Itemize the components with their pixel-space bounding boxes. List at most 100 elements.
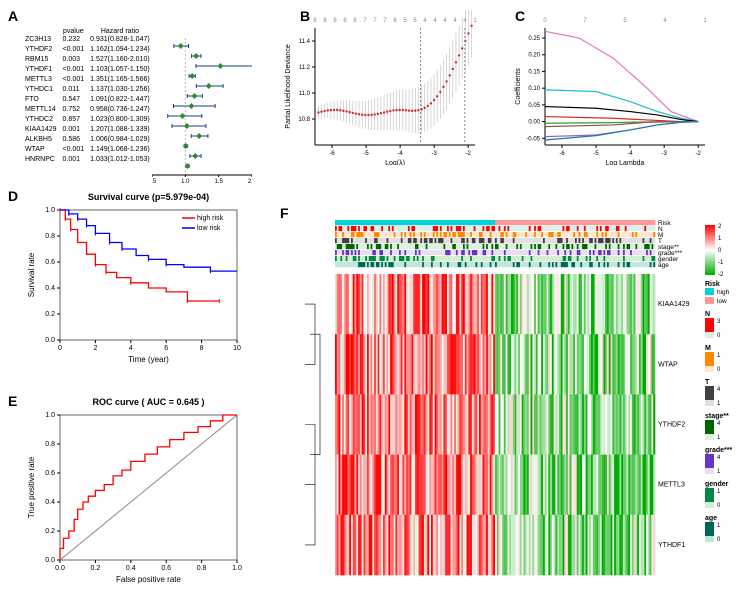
svg-text:high: high	[717, 289, 730, 296]
svg-text:0.2: 0.2	[45, 528, 55, 535]
svg-text:Survival rate: Survival rate	[27, 252, 36, 297]
svg-text:-4: -4	[397, 151, 403, 157]
svg-text:7: 7	[363, 18, 367, 24]
svg-text:0: 0	[717, 333, 721, 339]
svg-text:1: 1	[717, 469, 721, 475]
svg-text:4: 4	[717, 455, 721, 461]
svg-text:-5: -5	[593, 151, 599, 157]
svg-text:YTHDF2: YTHDF2	[658, 422, 685, 429]
col-gene	[22, 28, 60, 35]
svg-text:low: low	[717, 298, 727, 305]
svg-text:-1: -1	[718, 260, 724, 266]
svg-text:Log(λ): Log(λ)	[385, 160, 405, 165]
forest-markers: 0.51.01.52.0Hazard ratio	[152, 38, 252, 183]
svg-text:YTHDF1: YTHDF1	[658, 542, 685, 549]
svg-text:1.5: 1.5	[214, 179, 223, 183]
svg-text:1.0: 1.0	[232, 565, 242, 572]
panel-e-label: E	[8, 393, 17, 409]
svg-text:0.4: 0.4	[45, 285, 55, 292]
col-pvalue: pvalue	[60, 28, 88, 35]
svg-text:0.20: 0.20	[528, 53, 540, 59]
svg-text:4: 4	[663, 18, 667, 24]
svg-text:True positive rate: True positive rate	[27, 456, 36, 518]
svg-text:6: 6	[393, 18, 397, 24]
svg-text:1: 1	[703, 18, 707, 24]
panel-d-label: D	[8, 188, 18, 204]
svg-text:KIAA1429: KIAA1429	[658, 301, 690, 308]
svg-text:0.15: 0.15	[528, 69, 540, 75]
svg-text:0.5: 0.5	[152, 179, 157, 183]
svg-text:0: 0	[543, 18, 547, 24]
svg-text:4: 4	[453, 18, 457, 24]
svg-text:M: M	[705, 345, 711, 352]
svg-text:0.25: 0.25	[528, 36, 540, 42]
svg-text:1: 1	[717, 401, 721, 407]
svg-text:1.0: 1.0	[181, 179, 190, 183]
svg-text:age: age	[705, 515, 717, 522]
svg-text:7: 7	[383, 18, 387, 24]
svg-text:11.2: 11.2	[299, 65, 311, 71]
svg-text:4: 4	[433, 18, 437, 24]
panel-a-label: A	[8, 8, 18, 24]
svg-text:N: N	[705, 311, 710, 318]
svg-text:7: 7	[373, 18, 377, 24]
svg-text:-3: -3	[431, 151, 437, 157]
svg-text:0.8: 0.8	[45, 233, 55, 240]
svg-text:0.4: 0.4	[45, 499, 55, 506]
svg-text:-2: -2	[696, 151, 702, 157]
svg-text:0.8: 0.8	[197, 565, 207, 572]
svg-text:-3: -3	[661, 151, 667, 157]
svg-text:5: 5	[403, 18, 407, 24]
svg-text:11.4: 11.4	[299, 39, 311, 45]
svg-text:Partial Likelihood Deviance: Partial Likelihood Deviance	[285, 44, 292, 129]
svg-text:10.8: 10.8	[298, 117, 310, 123]
svg-text:Coefficients: Coefficients	[515, 68, 522, 105]
svg-text:0.05: 0.05	[528, 103, 540, 109]
svg-text:-0.05: -0.05	[526, 136, 540, 142]
survival-plot: Survival curve (p=5.979e-04)02468100.00.…	[22, 190, 247, 365]
forest-plot: pvalue Hazard ratio ZC3H130.2320.931(0.8…	[22, 28, 252, 178]
panel-f-label: F	[280, 205, 289, 221]
svg-text:1: 1	[473, 18, 477, 24]
svg-text:1.0: 1.0	[45, 207, 55, 214]
svg-text:8: 8	[353, 18, 357, 24]
svg-text:8: 8	[343, 18, 347, 24]
svg-text:0.0: 0.0	[55, 565, 65, 572]
svg-text:Time (year): Time (year)	[128, 355, 169, 364]
svg-text:Risk: Risk	[705, 281, 720, 288]
svg-text:Survival curve (p=5.979e-04): Survival curve (p=5.979e-04)	[88, 192, 209, 202]
svg-text:1: 1	[717, 489, 721, 495]
svg-text:11.0: 11.0	[299, 91, 311, 97]
svg-text:1: 1	[717, 435, 721, 441]
svg-text:8: 8	[313, 18, 317, 24]
svg-text:4: 4	[443, 18, 447, 24]
svg-text:T: T	[705, 379, 710, 386]
lasso-deviance-plot: 88888777655444441-6-5-4-3-210.811.011.21…	[280, 10, 480, 165]
svg-text:1: 1	[717, 523, 721, 529]
heatmap: RiskNMTstage**grade***genderageKIAA1429W…	[295, 215, 743, 590]
svg-text:8: 8	[200, 345, 204, 352]
svg-text:4: 4	[423, 18, 427, 24]
svg-text:METTL3: METTL3	[658, 482, 685, 489]
svg-text:7: 7	[583, 18, 587, 24]
svg-text:0.0: 0.0	[45, 337, 55, 344]
svg-text:0: 0	[58, 345, 62, 352]
svg-text:4: 4	[717, 421, 721, 427]
svg-text:4: 4	[717, 387, 721, 393]
svg-text:grade***: grade***	[705, 447, 733, 454]
svg-text:0: 0	[717, 537, 721, 543]
svg-text:-6: -6	[329, 151, 335, 157]
svg-text:10: 10	[233, 345, 241, 352]
forest-table: pvalue Hazard ratio ZC3H130.2320.931(0.8…	[22, 28, 153, 165]
svg-text:0.6: 0.6	[45, 259, 55, 266]
svg-text:ROC curve ( AUC = 0.645 ): ROC curve ( AUC = 0.645 )	[93, 397, 205, 407]
svg-text:2.0: 2.0	[248, 179, 252, 183]
svg-text:-2: -2	[718, 272, 724, 278]
svg-text:0.6: 0.6	[161, 565, 171, 572]
svg-text:0.0: 0.0	[45, 557, 55, 564]
svg-text:3: 3	[717, 319, 721, 325]
svg-text:4: 4	[129, 345, 133, 352]
svg-text:0.2: 0.2	[45, 311, 55, 318]
svg-text:5: 5	[413, 18, 417, 24]
svg-text:0.00: 0.00	[528, 120, 540, 126]
